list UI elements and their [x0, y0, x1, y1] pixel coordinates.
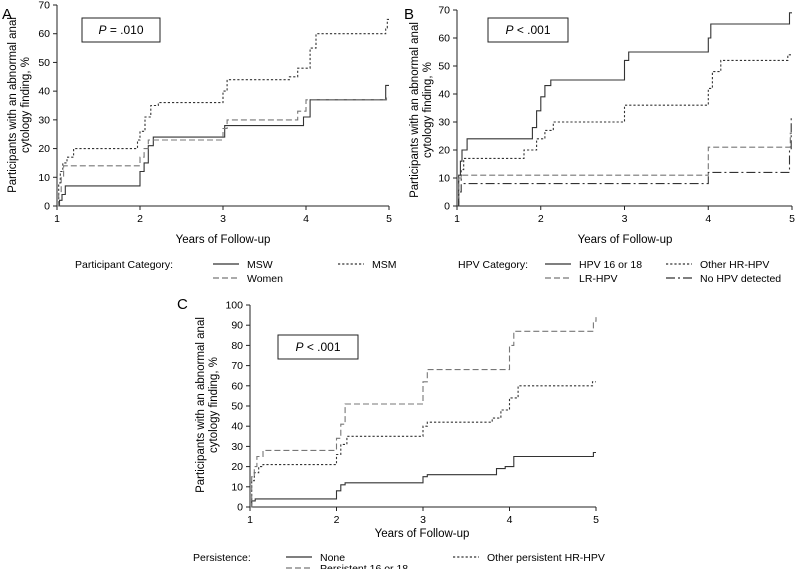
series-line-msm	[57, 18, 389, 207]
y-tick-label: 0	[44, 201, 50, 213]
y-tick-label: 60	[231, 380, 243, 392]
legend-label: Other persistent HR-HPV	[487, 552, 605, 564]
y-axis-title-line: Participants with an abnormal anal	[195, 317, 207, 493]
panel-c: C 0 10 20 30 40 50 60 70 80 90 100 1 2 3 4 5 Participants…	[177, 296, 605, 569]
y-tick-label: 70	[38, 0, 50, 12]
legend-label: LR-HPV	[579, 273, 618, 285]
panel-letter: C	[177, 296, 188, 313]
x-tick-label: 2	[137, 213, 143, 225]
y-tick-label: 50	[38, 57, 50, 69]
series-line-persistent-16-or-18	[250, 317, 597, 508]
series-line-women	[57, 96, 389, 207]
legend-label: Other HR-HPV	[700, 259, 769, 271]
series-line-other-persistent-hr-hpv	[250, 381, 596, 508]
series-line-no-hpv-detected	[457, 115, 792, 207]
p-value-label: P < .001	[505, 23, 550, 37]
y-tick-label: 50	[231, 401, 243, 413]
y-tick-label: 0	[444, 201, 450, 213]
x-tick-label: 5	[593, 514, 599, 526]
legend-label: HPV 16 or 18	[579, 259, 642, 271]
legend-label: Women	[247, 273, 283, 285]
y-tick-label: 20	[438, 145, 450, 157]
x-tick-label: 5	[789, 213, 795, 225]
series-line-other-hr-hpv	[457, 54, 792, 207]
y-tick-label: 60	[38, 28, 50, 40]
legend-label: None	[320, 552, 345, 564]
p-value-text: < .001	[513, 23, 550, 37]
y-tick-label: 30	[231, 441, 243, 453]
x-tick-label: 4	[705, 213, 711, 225]
y-axis-title: Participants with an abnormal analcytolo…	[195, 317, 220, 493]
y-tick-label: 20	[231, 461, 243, 473]
y-axis-title-line: Participants with an abnormal anal	[409, 22, 421, 198]
legend-title: HPV Category:	[458, 259, 528, 271]
p-value-box	[81, 17, 161, 43]
p-value-label: P = .010	[98, 23, 143, 37]
x-tick-label: 3	[220, 213, 226, 225]
x-tick-label: 4	[507, 514, 513, 526]
y-axis-title-line: cytology finding, %	[20, 57, 32, 153]
y-tick-label: 90	[231, 320, 243, 332]
y-tick-label: 50	[438, 61, 450, 73]
x-tick-label: 3	[420, 514, 426, 526]
p-value-box	[277, 334, 359, 360]
y-tick-label: 40	[38, 86, 50, 98]
x-tick-label: 1	[247, 514, 253, 526]
series-line-msw	[57, 84, 389, 207]
series-line-none	[250, 451, 596, 508]
p-value-box	[487, 17, 569, 43]
x-tick-label: 1	[54, 213, 60, 225]
p-value-symbol: P	[505, 23, 513, 37]
series-line-hpv-16-or-18	[457, 12, 792, 207]
legend-title: Persistence:	[193, 552, 251, 564]
legend-title: Participant Category:	[75, 259, 173, 271]
y-tick-label: 70	[438, 5, 450, 17]
x-tick-label: 1	[454, 213, 460, 225]
y-axis-title-line: Participants with an abnormal anal	[7, 17, 19, 193]
x-tick-label: 4	[303, 213, 309, 225]
legend-label: Persistent 16 or 18	[320, 563, 408, 569]
y-axis-title-line: cytology finding, %	[422, 62, 434, 158]
y-axis-title: Participants with an abnormal analcytolo…	[409, 22, 434, 198]
y-tick-label: 0	[237, 502, 243, 514]
y-tick-label: 70	[231, 360, 243, 372]
x-tick-label: 2	[538, 213, 544, 225]
panel-letter: A	[2, 6, 12, 23]
p-value-text: = .010	[106, 23, 143, 37]
y-tick-label: 20	[38, 143, 50, 155]
p-value-label: P < .001	[295, 340, 340, 354]
x-axis-title: Years of Follow-up	[375, 528, 470, 540]
y-tick-label: 40	[231, 421, 243, 433]
y-tick-label: 100	[225, 300, 243, 312]
series-line-lr-hpv	[457, 132, 792, 207]
y-axis-title-line: cytology finding, %	[208, 357, 220, 453]
y-tick-label: 10	[38, 172, 50, 184]
x-axis-title: Years of Follow-up	[578, 234, 673, 246]
y-axis-title: Participants with an abnormal analcytolo…	[7, 17, 32, 193]
y-tick-label: 10	[438, 173, 450, 185]
y-tick-label: 80	[231, 340, 243, 352]
legend-label: No HPV detected	[700, 273, 781, 285]
y-tick-label: 60	[438, 33, 450, 45]
panel-b: B 0 10 20 30 40 50 60 70 1 2 3 4 5 Participants with a…	[404, 5, 795, 286]
p-value-symbol: P	[295, 340, 303, 354]
y-tick-label: 30	[438, 117, 450, 129]
y-tick-label: 10	[231, 481, 243, 493]
panel-letter: B	[404, 6, 414, 23]
y-tick-label: 40	[438, 89, 450, 101]
x-axis-title: Years of Follow-up	[176, 234, 271, 246]
y-tick-label: 30	[38, 114, 50, 126]
legend-label: MSW	[247, 259, 273, 271]
legend-label: MSM	[372, 259, 397, 271]
panel-a: A 0 10 20 30 40 50 60 70 1 2 3 4 5 Participants with a…	[2, 0, 397, 285]
x-tick-label: 5	[386, 213, 392, 225]
p-value-text: < .001	[303, 340, 340, 354]
p-value-symbol: P	[98, 23, 106, 37]
x-tick-label: 3	[622, 213, 628, 225]
x-tick-label: 2	[334, 514, 340, 526]
